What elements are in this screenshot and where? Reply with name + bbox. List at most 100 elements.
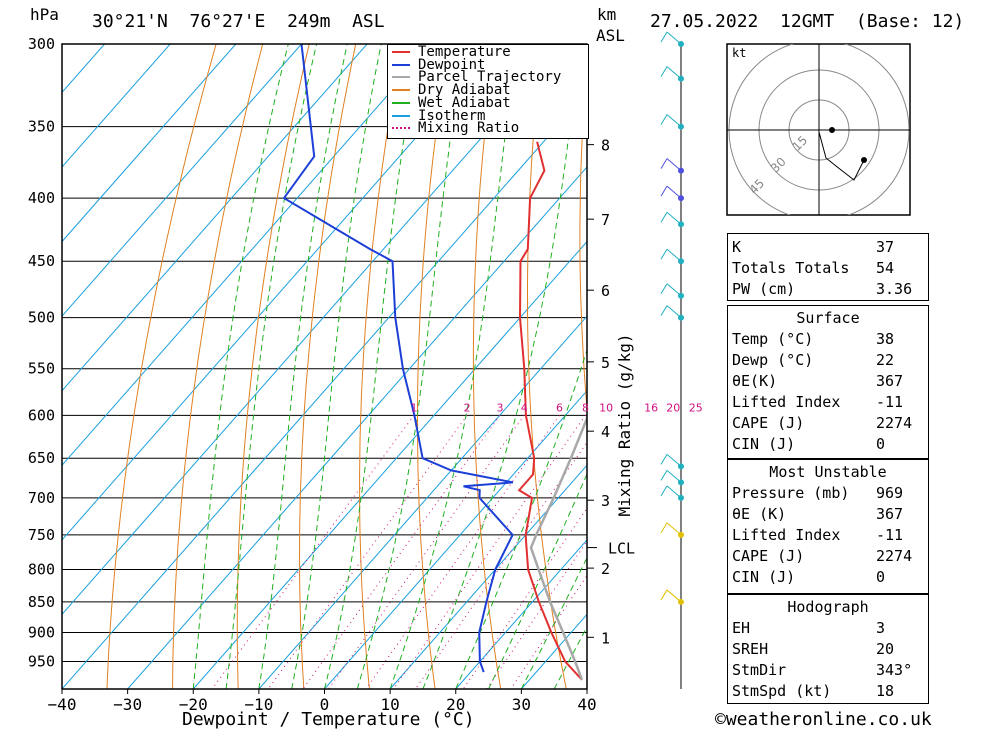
mixing-ratio-label: 4 xyxy=(521,401,528,414)
x-tick-label: 20 xyxy=(446,695,465,714)
hodograph-storm-motion xyxy=(829,127,835,133)
dry-adiabat xyxy=(172,44,264,689)
legend-label: Temperature xyxy=(418,44,511,60)
mixing-ratio-line xyxy=(365,415,560,689)
mixing-ratio-label: 1 xyxy=(411,401,418,414)
isotherm-20 xyxy=(455,539,587,689)
index-label: θE(K) xyxy=(732,371,778,390)
km-tick-label: 7 xyxy=(601,211,610,229)
isotherm--50 xyxy=(62,44,565,616)
x-axis-title: Dewpoint / Temperature (°C) xyxy=(182,709,475,730)
wind-barb-flag xyxy=(660,454,668,465)
index-row: SREH 20 xyxy=(728,638,928,659)
pressure-tick-label: 350 xyxy=(28,118,55,136)
km-tick-label: 2 xyxy=(601,560,610,578)
index-value: 2274 xyxy=(876,413,913,432)
index-label: CIN (J) xyxy=(732,434,796,453)
hodograph-indices-box: Hodograph EH 3 SREH 20 StmDir 343° StmSpd (kt)… xyxy=(727,594,929,704)
pressure-tick-label: 500 xyxy=(28,309,55,327)
series-parcel-trajectory xyxy=(529,415,587,681)
index-label: CIN (J) xyxy=(732,567,796,586)
pressure-tick-label: 950 xyxy=(28,653,55,671)
hodograph-point xyxy=(861,157,867,163)
index-row: StmSpd (kt) 18 xyxy=(728,680,928,701)
legend-entry: Temperature xyxy=(392,44,511,60)
isotherm--70 xyxy=(62,44,434,467)
index-label: Lifted Index xyxy=(732,525,841,544)
km-tick-label: 4 xyxy=(601,423,610,441)
legend-entry: Dewpoint xyxy=(392,58,485,72)
wind-barb-shaft xyxy=(666,114,682,127)
index-value: -11 xyxy=(876,392,904,411)
wet-adiabat xyxy=(389,44,518,689)
wind-barb-shaft xyxy=(666,31,682,45)
wind-barb-flag xyxy=(660,185,668,197)
dry-adiabat xyxy=(417,44,450,689)
x-tick-label: −30 xyxy=(113,695,142,714)
legend-entry: Mixing Ratio xyxy=(392,121,519,135)
dry-adiabat xyxy=(579,54,587,415)
wind-barb-flag xyxy=(660,114,668,125)
hodograph-trace xyxy=(818,131,865,181)
index-row: K 37 xyxy=(728,236,928,257)
wind-barb-flag xyxy=(660,211,668,223)
isotherm-10 xyxy=(389,464,587,689)
mixing-ratio-label: 6 xyxy=(556,401,563,414)
index-row: Pressure (mb) 969 xyxy=(728,482,928,503)
most-unstable-title: Most Unstable xyxy=(769,462,887,481)
legend-swatch xyxy=(392,89,410,92)
legend-swatch xyxy=(392,76,410,79)
legend-entry: Parcel Trajectory xyxy=(392,70,561,84)
wind-barb-flag xyxy=(660,31,668,43)
index-row: StmDir 343° xyxy=(728,659,928,680)
index-row: CIN (J) 0 xyxy=(728,566,928,587)
mixing-ratio-label: 20 xyxy=(666,401,680,414)
series-dewpoint xyxy=(282,44,514,673)
lcl-label: LCL xyxy=(608,540,635,558)
wind-barb-flag xyxy=(660,158,668,169)
dry-adiabat xyxy=(472,44,502,689)
legend-swatch xyxy=(392,127,410,130)
wet-adiabat xyxy=(455,348,587,689)
hodograph-unit-label: kt xyxy=(732,46,746,60)
index-row: Dewp (°C) 22 xyxy=(728,349,928,370)
chart-legend: Temperature Dewpoint Parcel Trajectory Dry … xyxy=(387,44,589,139)
wind-barb-flag xyxy=(660,248,668,260)
location-label: 30°21'N 76°27'E 249m ASL xyxy=(92,11,385,32)
index-label: SREH xyxy=(732,639,769,658)
pressure-tick-label: 750 xyxy=(28,526,55,544)
legend-label: Wet Adiabat xyxy=(418,94,511,111)
x-tick-label: 30 xyxy=(512,695,531,714)
plot-frame xyxy=(61,43,588,690)
wet-adiabat xyxy=(324,44,421,689)
profile-lines xyxy=(282,44,587,681)
index-value: 2274 xyxy=(876,546,913,565)
pressure-tick-label: 550 xyxy=(28,360,55,378)
index-row: θE (K) 367 xyxy=(728,503,928,524)
isotherm--30 xyxy=(127,166,587,689)
most-unstable-indices-box: Most Unstable Pressure (mb) 969 θE (K) 367 L… xyxy=(727,459,929,594)
surface-indices-box: Surface Temp (°C) 38 Dewp (°C) 22 θE(K) 367 Li… xyxy=(727,305,929,459)
mixing-ratio-label: 25 xyxy=(689,401,703,414)
wind-barb-shaft xyxy=(666,66,682,79)
index-value: 343° xyxy=(876,660,913,679)
index-value: 0 xyxy=(876,434,886,453)
index-label: θE (K) xyxy=(732,504,787,523)
index-label: Lifted Index xyxy=(732,392,841,411)
km-tick-label: 3 xyxy=(601,492,610,510)
footer-credit[interactable]: ©weatheronline.co.uk xyxy=(715,709,932,730)
x-tick-label: −40 xyxy=(48,695,77,714)
pressure-tick-label: 450 xyxy=(28,252,55,270)
pressure-unit-label: hPa xyxy=(30,5,59,24)
dry-adiabat xyxy=(298,44,357,689)
wet-adiabat xyxy=(356,44,465,689)
index-value: 969 xyxy=(876,483,904,502)
mixing-ratio-label: 3 xyxy=(497,401,504,414)
pressure-tick-label: 650 xyxy=(28,449,55,467)
isotherm--60 xyxy=(62,44,499,541)
legend-entry: Dry Adiabat xyxy=(392,83,511,97)
wind-barb-flag xyxy=(660,283,668,295)
pressure-tick-label: 400 xyxy=(28,189,55,207)
km-tick-label: 5 xyxy=(601,354,610,372)
index-value: 37 xyxy=(876,237,895,256)
